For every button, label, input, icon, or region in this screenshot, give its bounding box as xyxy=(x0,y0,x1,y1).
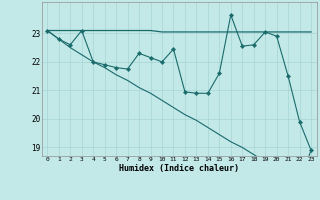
X-axis label: Humidex (Indice chaleur): Humidex (Indice chaleur) xyxy=(119,164,239,173)
